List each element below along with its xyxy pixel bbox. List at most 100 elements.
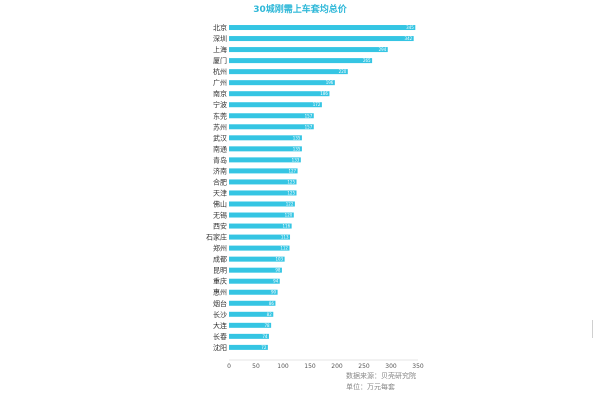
category-label: 重庆 [213, 277, 227, 286]
bar-value-label: 125 [287, 179, 295, 184]
bar-value-label: 113 [281, 235, 289, 240]
bar-value-label: 112 [280, 246, 288, 251]
bar-value-label: 86 [269, 301, 275, 306]
category-label: 武汉 [213, 133, 227, 142]
bar [229, 124, 314, 130]
bar-value-label: 120 [285, 213, 293, 218]
category-label: 长沙 [213, 310, 227, 319]
category-label: 南通 [213, 144, 227, 153]
bar [229, 223, 292, 229]
bar [229, 25, 416, 31]
bar-value-label: 157 [305, 113, 313, 118]
bar-value-label: 98 [275, 268, 281, 273]
x-tick-label: 50 [252, 363, 260, 370]
category-label: 郑州 [213, 245, 227, 253]
x-tick-label: 0 [227, 363, 231, 370]
x-tick-label: 200 [331, 363, 343, 370]
category-label: 南京 [213, 89, 227, 98]
category-label: 佛山 [213, 199, 227, 208]
category-label: 大连 [213, 321, 227, 330]
bar-value-label: 196 [326, 80, 334, 85]
category-label: 烟台 [213, 299, 227, 308]
x-tick-label: 300 [385, 363, 397, 370]
category-label: 济南 [213, 166, 227, 175]
bar [229, 58, 373, 64]
source-note: 数据来源：贝壳研究院 [346, 371, 416, 380]
bar [229, 267, 282, 273]
x-tick-label: 150 [304, 363, 316, 370]
bar [229, 91, 330, 97]
bar-value-label: 133 [292, 157, 300, 162]
x-tick-label: 350 [412, 363, 424, 370]
bar-value-label: 122 [286, 201, 294, 206]
bar-value-label: 157 [305, 124, 313, 129]
unit-note: 单位：万元每套 [346, 382, 395, 391]
bar-value-label: 220 [339, 69, 347, 74]
bar [229, 157, 301, 163]
bar [229, 300, 276, 306]
bar-value-label: 186 [320, 91, 328, 96]
bar [229, 322, 272, 328]
bar [229, 234, 291, 240]
bar-value-label: 82 [267, 312, 273, 317]
category-label: 成都 [213, 255, 227, 264]
category-label: 石家庄 [206, 233, 227, 242]
bar-value-label: 345 [406, 25, 414, 30]
bar [229, 333, 269, 339]
category-label: 长春 [213, 332, 227, 341]
category-label: 杭州 [213, 67, 227, 76]
bar [229, 212, 294, 218]
bars-layer: 北京 345 深圳 342 上海 294 厦门 265 杭州 220 广州 196 南京 186 宁波 172… [206, 23, 416, 352]
bar [229, 201, 295, 207]
category-label: 宁波 [213, 100, 227, 109]
scrollbar-indicator [592, 320, 593, 338]
bar-value-label: 294 [379, 47, 387, 52]
category-label: 厦门 [213, 56, 227, 65]
x-tick-label: 250 [358, 363, 370, 370]
category-label: 沈阳 [213, 343, 227, 352]
bar-value-label: 127 [288, 168, 296, 173]
bar-value-label: 90 [271, 290, 277, 295]
bar [229, 113, 314, 119]
bar [229, 80, 335, 86]
category-label: 上海 [213, 45, 227, 54]
bar [229, 36, 414, 42]
bar-value-label: 125 [287, 190, 295, 195]
bar-value-label: 94 [273, 279, 279, 284]
category-label: 青岛 [213, 155, 227, 164]
category-label: 东莞 [213, 111, 227, 120]
category-label: 北京 [213, 23, 227, 32]
bar-value-label: 103 [275, 257, 283, 262]
bar [229, 289, 278, 295]
category-label: 天津 [213, 189, 227, 197]
category-label: 深圳 [213, 34, 227, 43]
bar [229, 146, 302, 152]
bar [229, 245, 290, 251]
bar [229, 168, 298, 174]
x-axis: 0 50 100 150 200 250 300 350 [227, 359, 424, 370]
bar-value-label: 74 [262, 334, 268, 339]
category-label: 合肥 [213, 177, 227, 186]
bar [229, 47, 388, 53]
chart-title: 30城刚需上车套均总价 [253, 3, 348, 15]
bar [229, 179, 297, 185]
category-label: 无锡 [213, 211, 227, 220]
bar-value-label: 72 [261, 345, 267, 350]
x-tick-label: 100 [277, 363, 289, 370]
bar-value-label: 342 [405, 36, 413, 41]
bar [229, 102, 322, 108]
bar [229, 190, 297, 196]
bar-value-label: 135 [293, 135, 301, 140]
bar-value-label: 78 [265, 323, 271, 328]
category-label: 惠州 [213, 288, 227, 297]
category-label: 苏州 [213, 122, 227, 131]
bar [229, 311, 274, 317]
bar [229, 344, 268, 350]
bar [229, 69, 348, 75]
category-label: 广州 [213, 78, 227, 87]
bar [229, 256, 285, 262]
category-label: 西安 [213, 222, 227, 231]
bar-value-label: 172 [313, 102, 321, 107]
